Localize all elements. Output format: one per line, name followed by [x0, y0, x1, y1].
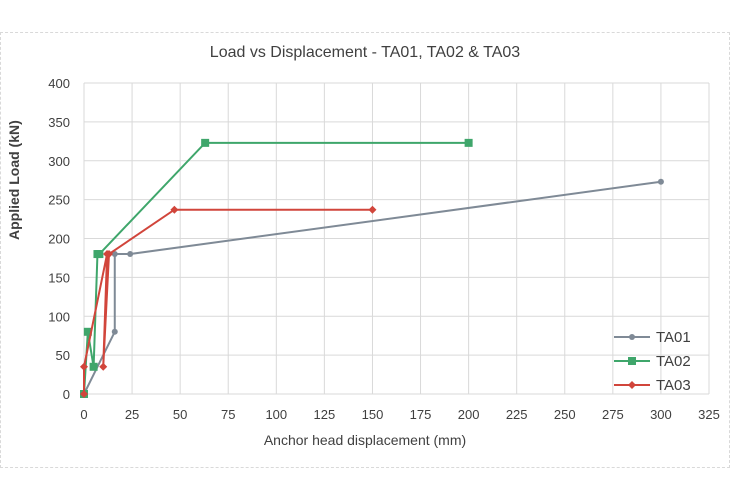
- y-tick-label: 0: [63, 387, 70, 402]
- y-tick-label: 350: [48, 115, 70, 130]
- x-tick-label: 0: [80, 407, 87, 422]
- y-tick-label: 250: [48, 193, 70, 208]
- chart-frame: [0, 32, 730, 468]
- chart-title: Load vs Displacement - TA01, TA02 & TA03: [209, 44, 521, 61]
- y-tick-label: 50: [56, 348, 70, 363]
- y-tick-label: 100: [48, 309, 70, 324]
- x-tick-label: 300: [650, 407, 672, 422]
- x-axis-label: Anchor head displacement (mm): [263, 432, 467, 448]
- legend-marker-ta01-icon: [614, 334, 650, 340]
- y-tick-label: 300: [48, 154, 70, 169]
- data-point: [201, 138, 210, 147]
- x-tick-label: 50: [173, 407, 187, 422]
- legend: TA01 TA02 TA03: [612, 325, 691, 397]
- x-tick-label: 200: [458, 407, 480, 422]
- x-tick-label: 100: [265, 407, 287, 422]
- y-tick-label: 400: [48, 76, 70, 91]
- legend-marker-ta02-icon: [614, 357, 650, 365]
- data-point: [80, 390, 88, 398]
- data-point: [464, 138, 473, 147]
- x-tick-label: 275: [602, 407, 624, 422]
- legend-label-ta01: TA01: [656, 328, 691, 346]
- data-point: [111, 251, 118, 258]
- y-tick-label: 200: [48, 232, 70, 247]
- legend-item-ta03: TA03: [612, 373, 691, 397]
- data-point: [89, 362, 98, 371]
- x-tick-label: 125: [314, 407, 336, 422]
- x-tick-label: 175: [410, 407, 432, 422]
- legend-label-ta03: TA03: [656, 376, 691, 394]
- data-point: [657, 178, 664, 185]
- data-point: [368, 205, 377, 214]
- data-point: [80, 362, 88, 371]
- x-tick-label: 25: [125, 407, 139, 422]
- x-tick-label: 225: [506, 407, 528, 422]
- data-point: [99, 362, 108, 371]
- legend-marker-ta03-icon: [614, 381, 650, 389]
- data-point: [83, 327, 92, 336]
- x-tick-label: 250: [554, 407, 576, 422]
- y-tick-label: 150: [48, 270, 70, 285]
- x-tick-label: 150: [362, 407, 384, 422]
- x-tick-label: 325: [698, 407, 720, 422]
- data-point: [111, 328, 118, 335]
- data-point: [95, 250, 104, 259]
- data-point: [105, 250, 113, 259]
- data-point: [127, 251, 134, 258]
- legend-item-ta02: TA02: [612, 349, 691, 373]
- legend-label-ta02: TA02: [656, 352, 691, 370]
- x-tick-label: 75: [221, 407, 235, 422]
- legend-item-ta01: TA01: [612, 325, 691, 349]
- data-point: [170, 205, 179, 214]
